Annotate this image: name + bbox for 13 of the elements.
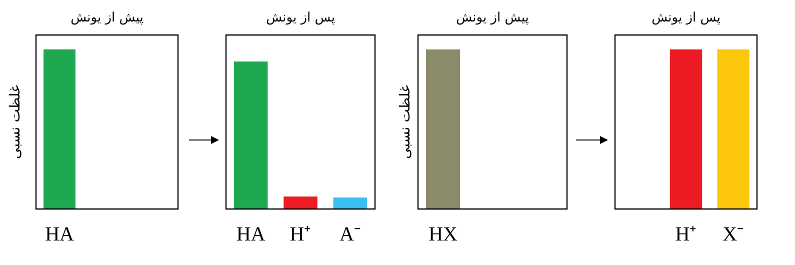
x-tick-label: HX [428, 223, 458, 246]
chart-title: پیش از یونش [70, 10, 144, 26]
chart-title: پس از یونش [652, 10, 721, 26]
chart-title: پس از یونش [266, 10, 336, 26]
x-tick-label: X⁻ [722, 223, 744, 246]
y-axis-title: غلظت نسبی [398, 85, 414, 159]
x-tick-label: HA [236, 223, 266, 246]
x-tick-label: A⁻ [339, 223, 361, 246]
x-tick-label: H⁺ [290, 223, 312, 246]
y-axis-title: غلظت نسبی [8, 85, 24, 159]
x-tick-label: HA [45, 223, 74, 246]
x-tick-label: H⁺ [675, 223, 697, 246]
chart-title: پیش از یونش [456, 10, 530, 26]
